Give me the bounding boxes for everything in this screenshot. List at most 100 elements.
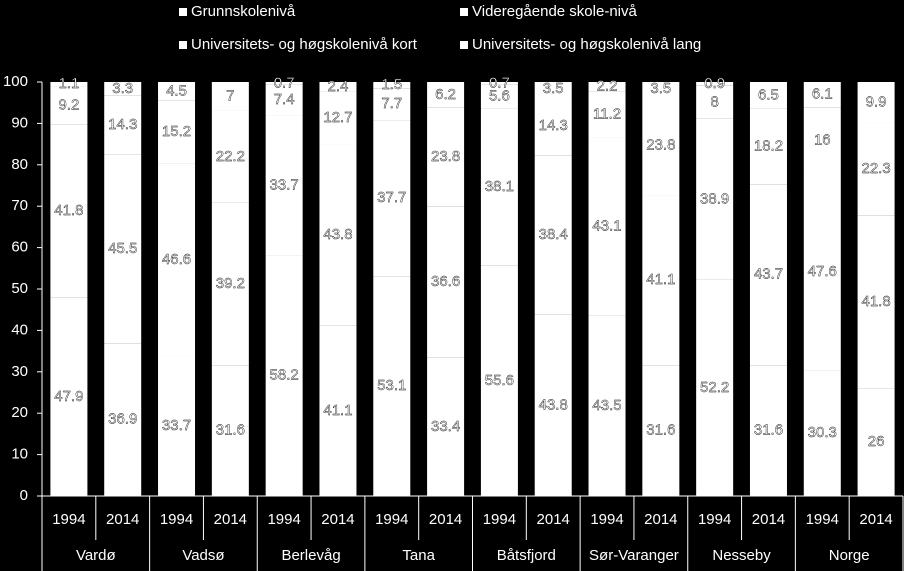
bar-segment — [696, 279, 734, 496]
data-label: 36.6 — [431, 273, 460, 290]
data-label: 33.7 — [270, 176, 299, 193]
data-label: 53.1 — [377, 377, 406, 394]
data-label: 0.9 — [704, 75, 725, 92]
bar-segment — [158, 100, 196, 164]
bar-segment — [857, 122, 895, 216]
data-label: 41.8 — [861, 293, 890, 310]
bar-segment — [265, 255, 303, 496]
x-tick-label: 2014 — [429, 511, 462, 528]
data-label: 12.7 — [323, 109, 352, 126]
data-label: 47.9 — [54, 388, 83, 405]
legend-marker — [460, 41, 468, 49]
y-tick-label: 60 — [11, 239, 28, 256]
bar-segment — [480, 108, 518, 266]
bar-segment — [50, 124, 88, 298]
bar-segment — [749, 82, 787, 109]
data-label: 4.5 — [166, 82, 187, 99]
bar-segment — [158, 356, 196, 496]
data-label: 22.2 — [216, 148, 245, 165]
data-label: 47.6 — [808, 263, 837, 280]
data-label: 23.8 — [646, 137, 675, 154]
bar-segment — [534, 82, 572, 97]
bar-segment — [104, 343, 142, 496]
legend-marker — [179, 8, 187, 16]
bar-segment — [480, 265, 518, 496]
data-label: 41.1 — [646, 271, 675, 288]
bar-segment — [427, 357, 465, 496]
y-tick-label: 0 — [20, 487, 28, 504]
data-label: 6.2 — [435, 86, 456, 103]
bar-segment — [373, 82, 411, 89]
bar-segment — [427, 82, 465, 108]
bar-segment — [696, 118, 734, 280]
group-label: Norge — [829, 547, 870, 564]
bar-segment — [696, 82, 734, 86]
bar-segment — [104, 154, 142, 344]
bar-segment — [211, 110, 249, 203]
bar-segment — [696, 85, 734, 119]
bar-segment — [480, 84, 518, 109]
group-label: Sør-Varanger — [589, 547, 679, 564]
bar-segment — [588, 137, 626, 316]
bar-segment — [749, 184, 787, 366]
bar-segment — [534, 314, 572, 496]
group-label: Vadsø — [182, 547, 224, 564]
data-label: 43.8 — [323, 226, 352, 243]
data-label: 3.3 — [112, 80, 133, 97]
data-label: 9.2 — [58, 97, 79, 114]
data-label: 22.3 — [861, 160, 890, 177]
bar-segment — [158, 163, 196, 357]
x-tick-label: 1994 — [806, 511, 839, 528]
data-label: 6.5 — [758, 86, 779, 103]
data-label: 36.9 — [108, 411, 137, 428]
bar-segment — [319, 91, 357, 145]
x-tick-label: 2014 — [537, 511, 570, 528]
data-label: 11.2 — [593, 105, 621, 122]
bar-segment — [642, 82, 680, 97]
data-label: 8 — [710, 93, 718, 110]
data-label: 38.4 — [539, 226, 568, 243]
data-label: 33.4 — [431, 418, 460, 435]
bar-segment — [265, 115, 303, 256]
y-tick-label: 80 — [11, 156, 28, 173]
bar-segment — [50, 82, 88, 87]
x-tick-label: 1994 — [698, 511, 731, 528]
data-label: 58.2 — [270, 366, 299, 383]
data-label: 38.1 — [485, 178, 514, 195]
bar-segment — [803, 107, 841, 174]
data-label: 2.4 — [328, 78, 349, 95]
legend-label: Grunnskolenivå — [191, 3, 296, 20]
data-label: 5.6 — [489, 87, 510, 104]
x-tick-label: 2014 — [321, 511, 354, 528]
y-tick-label: 10 — [11, 446, 28, 463]
bar-segment — [373, 276, 411, 496]
bar-segment — [373, 88, 411, 121]
data-label: 1.5 — [381, 76, 402, 93]
bar-segment — [211, 82, 249, 111]
bar-segment — [480, 82, 518, 85]
bar-segment — [373, 120, 411, 277]
legend-label: Universitets- og høgskolenivå kort — [191, 36, 418, 53]
x-tick-label: 2014 — [859, 511, 892, 528]
bar-segment — [749, 365, 787, 496]
data-label: 41.1 — [323, 402, 352, 419]
x-tick-label: 2014 — [214, 511, 247, 528]
bar-segment — [588, 315, 626, 496]
bar-segment — [857, 82, 895, 123]
data-label: 45.5 — [108, 240, 137, 257]
data-label: 7.7 — [381, 95, 402, 112]
data-label: 7.4 — [274, 91, 295, 108]
bar-segment — [534, 155, 572, 315]
group-label: Tana — [402, 547, 435, 564]
data-label: 55.6 — [485, 372, 514, 389]
data-label: 31.6 — [646, 422, 675, 439]
bar-segment — [857, 388, 895, 496]
data-label: 1.1 — [58, 75, 79, 92]
data-label: 0.7 — [489, 74, 510, 91]
data-label: 41.8 — [54, 202, 83, 219]
data-label: 39.2 — [216, 275, 245, 292]
y-tick-label: 20 — [11, 404, 28, 421]
data-label: 43.5 — [592, 397, 621, 414]
bar-segment — [50, 86, 88, 125]
